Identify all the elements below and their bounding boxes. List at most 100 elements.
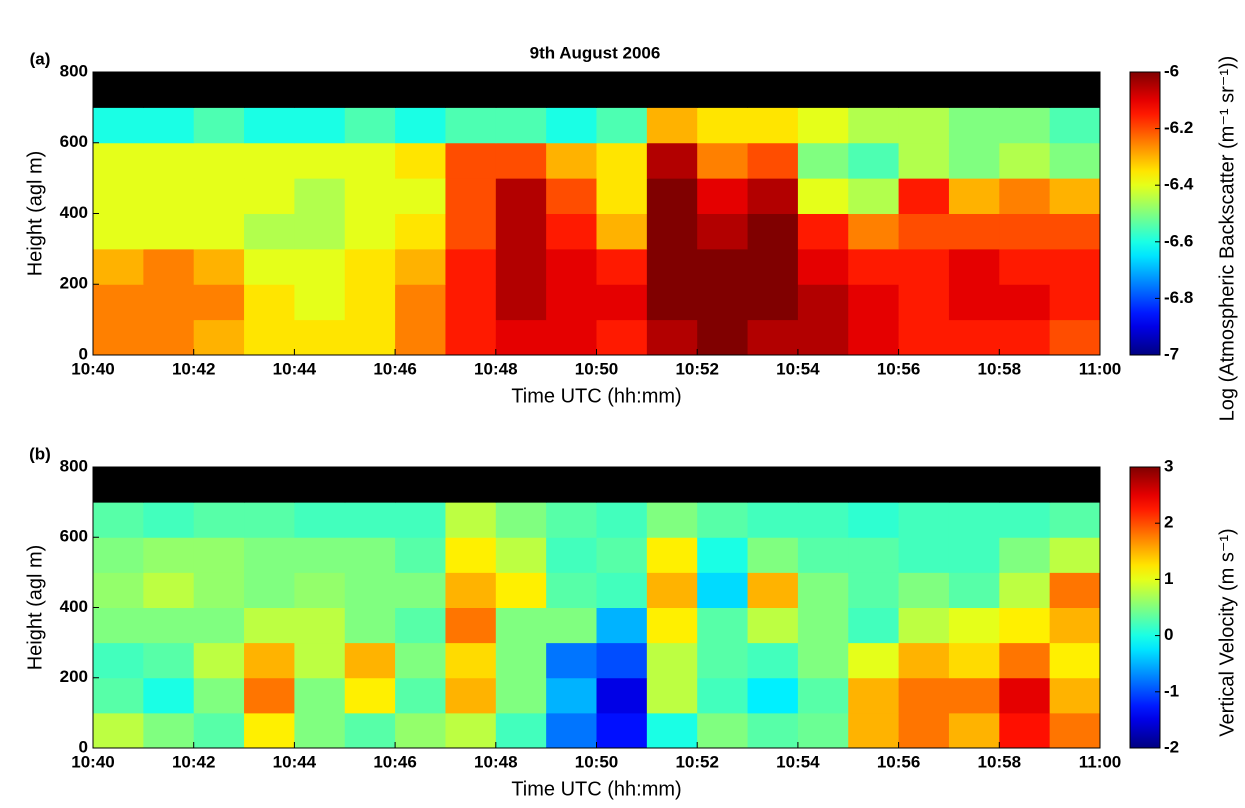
heat-cell [495, 319, 547, 356]
heat-cell [546, 319, 597, 356]
heat-cell [143, 677, 195, 714]
heat-cell [193, 642, 245, 679]
heat-cell [93, 178, 144, 214]
heat-cell [646, 572, 698, 608]
heat-cell [646, 502, 698, 538]
heat-cell [294, 677, 346, 714]
heat-cell [546, 502, 597, 538]
x-tick-label: 10:52 [675, 359, 718, 378]
heat-cell [747, 284, 799, 321]
heat-cell [747, 502, 799, 538]
heat-cell [93, 607, 144, 644]
heat-cell [797, 319, 849, 356]
heat-cell [495, 537, 547, 573]
x-tick-label: 10:46 [373, 752, 416, 771]
x-tick-label: 10:50 [575, 359, 618, 378]
heat-cell [646, 72, 698, 108]
x-tick-label: 11:00 [1079, 752, 1122, 771]
heat-cell [294, 502, 346, 538]
heat-cell [797, 248, 849, 285]
heat-cell [395, 213, 446, 250]
heat-cell [244, 537, 295, 573]
chart-title: 9th August 2006 [530, 43, 661, 62]
heat-cell [999, 677, 1051, 714]
heat-cell [848, 642, 900, 679]
heat-cell [596, 107, 648, 144]
heat-cell [93, 72, 144, 108]
heat-cell [1049, 712, 1101, 749]
heat-cell [395, 642, 446, 679]
heat-cell [848, 677, 900, 714]
heat-cell [93, 677, 144, 714]
heat-cell [193, 178, 245, 214]
heat-cell [294, 467, 346, 503]
heat-cell [143, 642, 195, 679]
heat-cell [848, 712, 900, 749]
heat-cell [143, 213, 195, 250]
heat-cell [546, 72, 597, 108]
heat-cell [697, 319, 749, 356]
heat-cell [193, 319, 245, 356]
heat-cell [1049, 284, 1101, 321]
heat-cell [948, 248, 1000, 285]
colorbar-tick-label: -2 [1164, 737, 1179, 756]
heat-cell [948, 537, 1000, 573]
heat-cell [697, 72, 749, 108]
heat-cell [1049, 213, 1101, 250]
heat-cell [646, 107, 698, 144]
heat-cell [1049, 319, 1101, 356]
heat-cell [344, 319, 396, 356]
colorbar-tick-label: 2 [1164, 513, 1173, 532]
colorbar [1129, 466, 1161, 749]
heat-cell [193, 712, 245, 749]
heat-cell [445, 213, 497, 250]
y-tick-label: 200 [60, 274, 88, 293]
heat-cell [143, 142, 195, 179]
heat-cell [294, 213, 346, 250]
heat-cell [797, 537, 849, 573]
heat-cell [948, 213, 1000, 250]
heat-cell [999, 213, 1051, 250]
heat-cell [93, 319, 144, 356]
heat-cell [999, 178, 1051, 214]
heat-cell [193, 248, 245, 285]
heat-cell [395, 467, 446, 503]
heat-cell [596, 248, 648, 285]
heat-cell [395, 142, 446, 179]
heat-cell [898, 248, 950, 285]
heat-cell [93, 642, 144, 679]
heat-cell [294, 248, 346, 285]
x-tick-label: 10:42 [172, 359, 215, 378]
heat-cell [948, 467, 1000, 503]
heat-cell [445, 537, 497, 573]
heat-cell [344, 178, 396, 214]
heat-cell [495, 142, 547, 179]
heat-cell [244, 467, 295, 503]
heat-cell [596, 572, 648, 608]
heat-cell [797, 677, 849, 714]
heat-cell [344, 467, 396, 503]
y-axis-label: Height (agl m) [24, 545, 46, 671]
heat-cell [999, 467, 1051, 503]
heat-cell [495, 502, 547, 538]
heat-cell [596, 642, 648, 679]
heat-cell [93, 467, 144, 503]
heat-cell [93, 537, 144, 573]
colorbar-tick-label: -1 [1164, 681, 1179, 700]
heat-cell [143, 607, 195, 644]
heat-cell [596, 142, 648, 179]
heat-cell [646, 537, 698, 573]
heat-cell [1049, 537, 1101, 573]
heat-cell [797, 107, 849, 144]
heat-cell [747, 213, 799, 250]
heat-cell [999, 502, 1051, 538]
heat-cell [143, 572, 195, 608]
heat-cell [646, 248, 698, 285]
colorbar-label: Log (Atmospheric Backscatter (m⁻¹ sr⁻¹)) [1216, 56, 1238, 422]
y-tick-label: 0 [79, 737, 88, 756]
heat-cell [596, 712, 648, 749]
colorbar-tick-label: -6.8 [1164, 288, 1193, 307]
heat-cell [1049, 178, 1101, 214]
heat-cell [898, 642, 950, 679]
heat-cell [747, 142, 799, 179]
